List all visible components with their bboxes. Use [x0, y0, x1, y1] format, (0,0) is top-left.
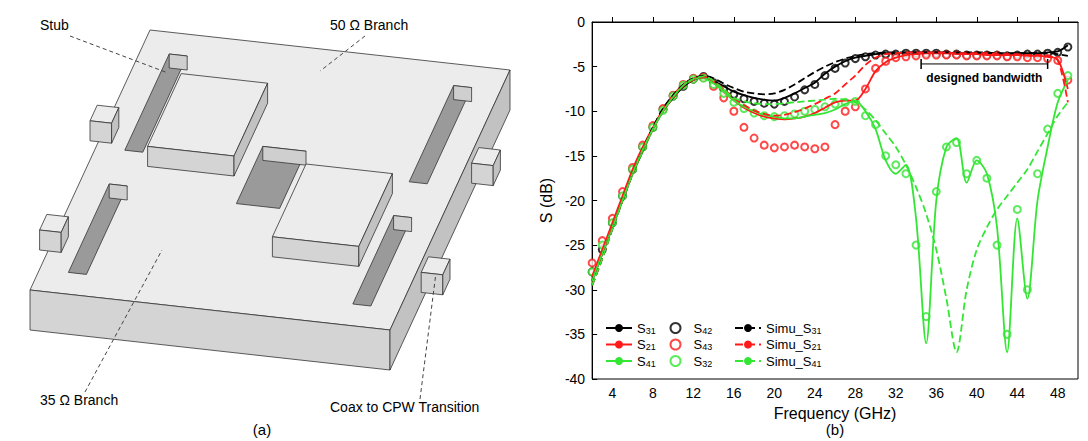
svg-text:-15: -15 [565, 148, 585, 164]
svg-text:50 Ω Branch: 50 Ω Branch [330, 17, 408, 33]
svg-text:Simu_S: Simu_S [766, 321, 812, 336]
svg-text:S: S [637, 321, 646, 336]
svg-text:41: 41 [812, 359, 822, 369]
svg-text:Simu_S: Simu_S [766, 337, 812, 352]
svg-text:S: S [694, 337, 703, 352]
svg-text:20: 20 [767, 385, 783, 401]
svg-text:S: S [694, 354, 703, 369]
svg-text:(b): (b) [826, 421, 844, 438]
svg-text:Stub: Stub [40, 17, 69, 33]
svg-text:43: 43 [702, 342, 712, 352]
svg-text:-35: -35 [565, 326, 585, 342]
svg-text:-30: -30 [565, 282, 585, 298]
svg-text:48: 48 [1050, 385, 1066, 401]
svg-text:41: 41 [646, 359, 656, 369]
svg-text:Coax to CPW Transition: Coax to CPW Transition [330, 399, 479, 415]
svg-text:21: 21 [812, 342, 822, 352]
svg-text:21: 21 [646, 342, 656, 352]
svg-text:28: 28 [848, 385, 864, 401]
svg-text:designed bandwidth: designed bandwidth [926, 71, 1042, 85]
svg-text:S: S [637, 337, 646, 352]
svg-text:Simu_S: Simu_S [766, 354, 812, 369]
svg-text:Frequency (GHz): Frequency (GHz) [774, 405, 897, 422]
svg-text:40: 40 [969, 385, 985, 401]
svg-text:42: 42 [702, 326, 712, 336]
svg-text:4: 4 [608, 385, 616, 401]
svg-text:S: S [637, 354, 646, 369]
svg-text:36: 36 [929, 385, 945, 401]
svg-text:32: 32 [702, 359, 712, 369]
svg-text:8: 8 [649, 385, 657, 401]
svg-text:-5: -5 [573, 59, 586, 75]
svg-text:S: S [694, 321, 703, 336]
svg-text:44: 44 [1009, 385, 1025, 401]
svg-text:24: 24 [807, 385, 823, 401]
svg-text:(a): (a) [253, 421, 271, 438]
svg-text:32: 32 [888, 385, 904, 401]
svg-text:0: 0 [577, 14, 585, 30]
svg-text:35 Ω Branch: 35 Ω Branch [40, 392, 118, 408]
svg-text:16: 16 [726, 385, 742, 401]
svg-text:31: 31 [812, 326, 822, 336]
svg-text:S (dB): S (dB) [538, 178, 555, 223]
svg-text:-10: -10 [565, 103, 585, 119]
svg-text:-25: -25 [565, 237, 585, 253]
svg-text:-40: -40 [565, 371, 585, 387]
svg-text:12: 12 [686, 385, 702, 401]
svg-text:31: 31 [646, 326, 656, 336]
svg-text:-20: -20 [565, 193, 585, 209]
